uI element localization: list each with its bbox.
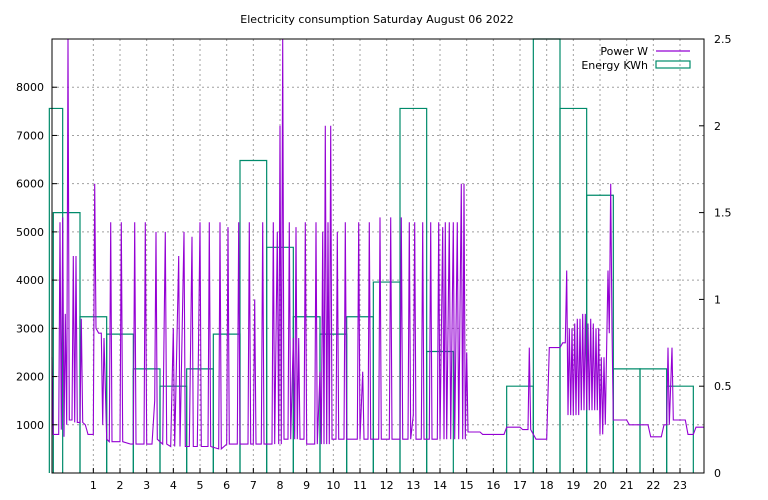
y1-tick-label: 2000 bbox=[16, 371, 44, 384]
x-tick-label: 21 bbox=[620, 479, 634, 492]
legend: Power W Energy KWh bbox=[581, 45, 691, 72]
y1-tick-label: 4000 bbox=[16, 274, 44, 287]
y1-axis: 1000 2000 3000 4000 5000 6000 7000 8000 bbox=[16, 81, 57, 432]
x-tick-label: 11 bbox=[353, 479, 367, 492]
x-tick-label: 14 bbox=[433, 479, 447, 492]
y2-tick-label: 1.5 bbox=[714, 207, 732, 220]
legend-swatch-energy bbox=[655, 60, 691, 69]
x-tick-label: 12 bbox=[380, 479, 394, 492]
x-tick-label: 4 bbox=[170, 479, 177, 492]
y1-tick-label: 3000 bbox=[16, 322, 44, 335]
x-tick-label: 16 bbox=[486, 479, 500, 492]
power-series-line bbox=[51, 38, 704, 451]
x-tick-label: 5 bbox=[197, 479, 204, 492]
legend-label-energy: Energy KWh bbox=[581, 59, 648, 72]
y2-tick-label: 0.5 bbox=[714, 380, 732, 393]
y1-tick-label: 5000 bbox=[16, 226, 44, 239]
y2-tick-label: 2 bbox=[714, 120, 721, 133]
x-tick-label: 19 bbox=[566, 479, 580, 492]
y2-axis: 0 0.5 1 1.5 2 2.5 bbox=[699, 33, 732, 480]
y1-tick-label: 6000 bbox=[16, 178, 44, 191]
x-tick-label: 8 bbox=[277, 479, 284, 492]
x-tick-label: 22 bbox=[646, 479, 660, 492]
y2-tick-label: 2.5 bbox=[714, 33, 732, 46]
plot-frame bbox=[51, 38, 705, 474]
x-tick-label: 20 bbox=[593, 479, 607, 492]
x-axis: 1 2 3 4 5 6 7 8 9 10 11 12 13 14 15 16 17 18 19 20 21 22 23 bbox=[90, 468, 687, 492]
x-tick-label: 7 bbox=[250, 479, 257, 492]
x-tick-label: 6 bbox=[223, 479, 230, 492]
x-tick-label: 1 bbox=[90, 479, 97, 492]
x-tick-label: 3 bbox=[143, 479, 150, 492]
y1-tick-label: 7000 bbox=[16, 129, 44, 142]
x-tick-label: 10 bbox=[326, 479, 340, 492]
x-tick-label: 2 bbox=[117, 479, 124, 492]
chart-title: Electricity consumption Saturday August … bbox=[240, 13, 513, 26]
energy-bar bbox=[666, 385, 694, 473]
y2-tick-label: 1 bbox=[714, 293, 721, 306]
x-tick-label: 9 bbox=[303, 479, 310, 492]
y1-tick-label: 8000 bbox=[16, 81, 44, 94]
y1-tick-label: 1000 bbox=[16, 419, 44, 432]
x-tick-label: 13 bbox=[406, 479, 420, 492]
y2-tick-label: 0 bbox=[714, 467, 721, 480]
energy-bar bbox=[586, 194, 614, 473]
legend-label-power: Power W bbox=[600, 45, 648, 58]
x-tick-label: 18 bbox=[540, 479, 554, 492]
x-tick-label: 17 bbox=[513, 479, 527, 492]
energy-bar bbox=[399, 107, 428, 473]
x-tick-label: 23 bbox=[673, 479, 687, 492]
x-tick-label: 15 bbox=[460, 479, 474, 492]
grid-lines bbox=[52, 39, 704, 473]
